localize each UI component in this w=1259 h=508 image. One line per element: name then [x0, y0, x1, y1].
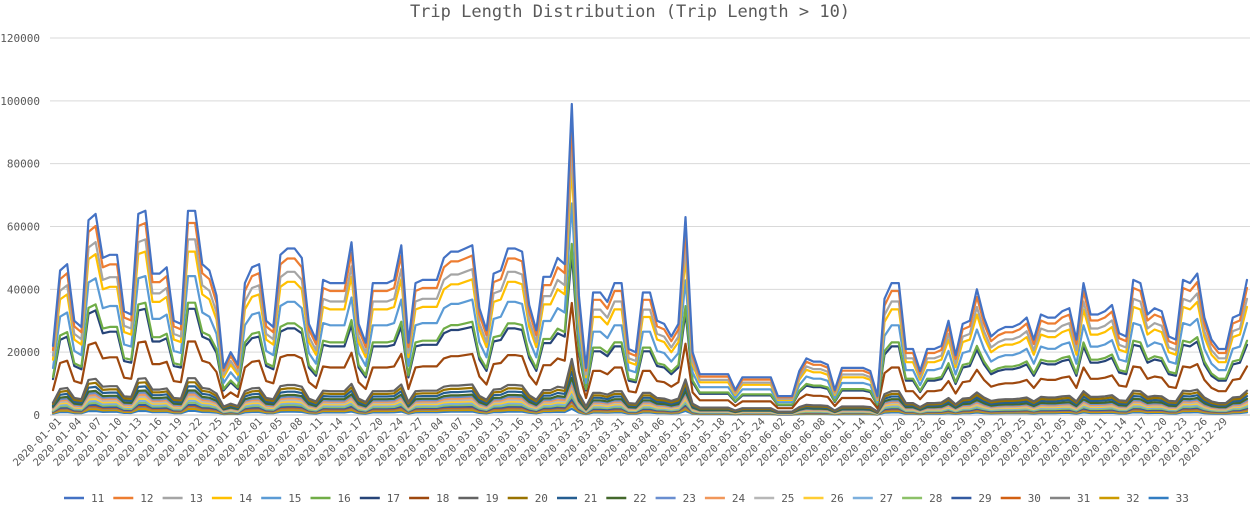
legend-label-30: 30 [1028, 492, 1041, 505]
y-tick-label: 80000 [7, 158, 40, 171]
legend-label-24: 24 [732, 492, 746, 505]
legend-label-17: 17 [387, 492, 400, 505]
series-line-16 [51, 242, 1249, 406]
legend-label-13: 13 [190, 492, 203, 505]
legend-label-25: 25 [781, 492, 794, 505]
series-lines [51, 102, 1249, 416]
legend-label-32: 32 [1126, 492, 1139, 505]
legend-label-27: 27 [880, 492, 893, 505]
series-line-18 [51, 301, 1249, 410]
y-tick-label: 60000 [7, 221, 40, 234]
legend-label-23: 23 [683, 492, 696, 505]
legend-label-29: 29 [978, 492, 991, 505]
legend-label-22: 22 [633, 492, 646, 505]
gridlines [50, 37, 1250, 416]
y-tick-label: 20000 [7, 346, 40, 359]
legend-label-19: 19 [485, 492, 498, 505]
legend-label-15: 15 [288, 492, 301, 505]
legend-label-21: 21 [584, 492, 597, 505]
y-tick-label: 0 [33, 409, 40, 422]
legend-label-31: 31 [1077, 492, 1090, 505]
legend-label-11: 11 [91, 492, 104, 505]
series-line-20 [51, 364, 1249, 414]
series-line-14 [51, 165, 1249, 401]
series-line-21 [51, 370, 1249, 414]
legend-label-12: 12 [140, 492, 153, 505]
y-tick-label: 100000 [0, 95, 40, 108]
series-line-19 [51, 357, 1249, 413]
legend-label-14: 14 [239, 492, 253, 505]
x-axis-ticks: 2020-01-012020-01-042020-01-072020-01-10… [11, 416, 1230, 469]
series-line-13 [51, 146, 1249, 400]
chart-title: Trip Length Distribution (Trip Length > … [410, 2, 850, 22]
series-line-12 [51, 121, 1249, 399]
series-line-17 [51, 252, 1249, 407]
legend: 11 12 13 14 15 16 17 18 19 20 21 22 23 24 25 26 27 28 29 30… [64, 492, 1189, 505]
legend-label-16: 16 [338, 492, 351, 505]
series-line-11 [51, 102, 1249, 398]
series-line-15 [51, 202, 1249, 404]
y-tick-label: 120000 [0, 32, 40, 45]
series-line-22 [51, 376, 1249, 414]
legend-label-18: 18 [436, 492, 449, 505]
y-axis-ticks: 0 20000 40000 60000 80000 100000 120000 [0, 32, 40, 422]
y-tick-label: 40000 [7, 283, 40, 296]
legend-label-20: 20 [535, 492, 548, 505]
legend-label-26: 26 [831, 492, 844, 505]
legend-label-33: 33 [1176, 492, 1189, 505]
legend-label-28: 28 [929, 492, 942, 505]
